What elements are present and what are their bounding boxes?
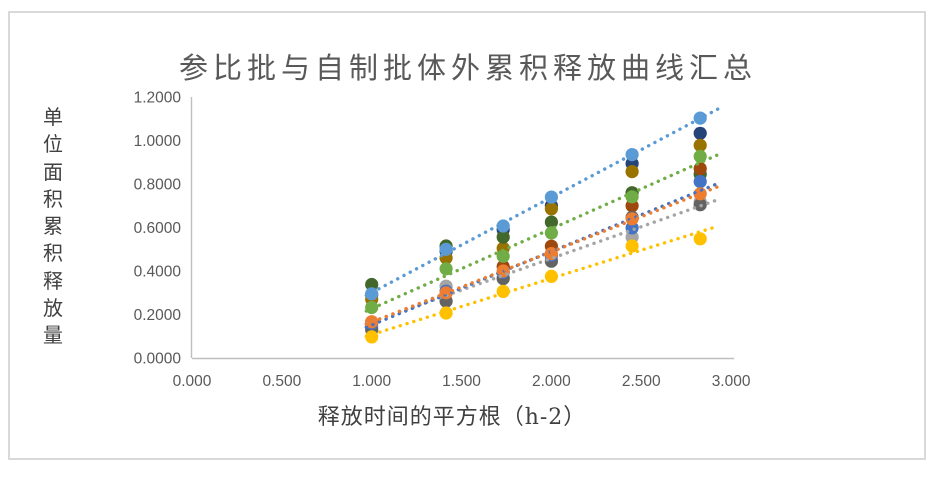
y-tick-label: 1.0000 (134, 133, 182, 150)
x-tick-label: 2.000 (532, 373, 571, 390)
data-point-light-blue-batch (365, 287, 379, 301)
trendline-light-blue-batch (364, 106, 721, 298)
x-tick-label: 3.000 (712, 373, 751, 390)
data-point-green-batch (544, 226, 559, 240)
data-point-light-blue-batch (496, 219, 510, 233)
y-tick-label: 0.2000 (134, 307, 182, 324)
trendline-yellow-batch (364, 224, 721, 339)
data-point-olive-batch (693, 138, 707, 152)
chart-title: 参比批与自制批体外累积释放曲线汇总 (178, 51, 757, 85)
trendline-orange-batch (364, 184, 721, 326)
y-tick-label: 0.8000 (134, 177, 182, 194)
data-point-green-batch (439, 262, 453, 276)
data-point-dark-green-batch (544, 215, 559, 229)
data-point-yellow-batch (365, 330, 379, 344)
data-point-yellow-batch (439, 306, 453, 320)
data-point-dark-green-batch (365, 277, 379, 292)
y-tick-label: 0.4000 (134, 264, 182, 281)
trendline-green-batch (364, 152, 721, 313)
data-point-light-blue-batch (544, 190, 559, 204)
chart-border (8, 11, 926, 460)
data-point-dark-green-batch (496, 230, 510, 244)
data-point-olive-batch (625, 165, 639, 179)
data-point-light-blue-batch (625, 148, 639, 162)
x-tick-label: 0.000 (173, 373, 212, 390)
y-tick-label: 1.2000 (134, 90, 182, 107)
data-point-blue-batch (693, 175, 707, 189)
data-point-dark-navy-batch (693, 126, 707, 140)
x-tick-label: 0.500 (262, 373, 301, 390)
y-tick-label: 0.6000 (134, 220, 182, 237)
x-axis-title: 释放时间的平方根（h-2） (317, 405, 587, 430)
x-tick-label: 1.000 (352, 373, 391, 390)
data-point-orange-batch (693, 187, 707, 201)
data-point-yellow-batch (625, 239, 639, 253)
data-point-olive-batch (544, 202, 559, 216)
trendline-blue-batch (364, 181, 721, 329)
y-tick-label: 0.0000 (134, 351, 182, 368)
x-tick-label: 2.500 (622, 373, 661, 390)
x-tick-label: 1.500 (442, 373, 481, 390)
data-point-green-batch (625, 190, 639, 204)
data-point-yellow-batch (496, 284, 510, 298)
data-point-yellow-batch (693, 232, 707, 246)
data-point-green-batch (496, 249, 510, 263)
y-axis-title: 单位面积累积释放量 (43, 105, 63, 348)
